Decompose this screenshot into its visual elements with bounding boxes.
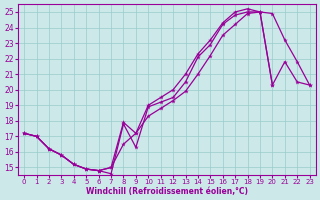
- X-axis label: Windchill (Refroidissement éolien,°C): Windchill (Refroidissement éolien,°C): [86, 187, 248, 196]
